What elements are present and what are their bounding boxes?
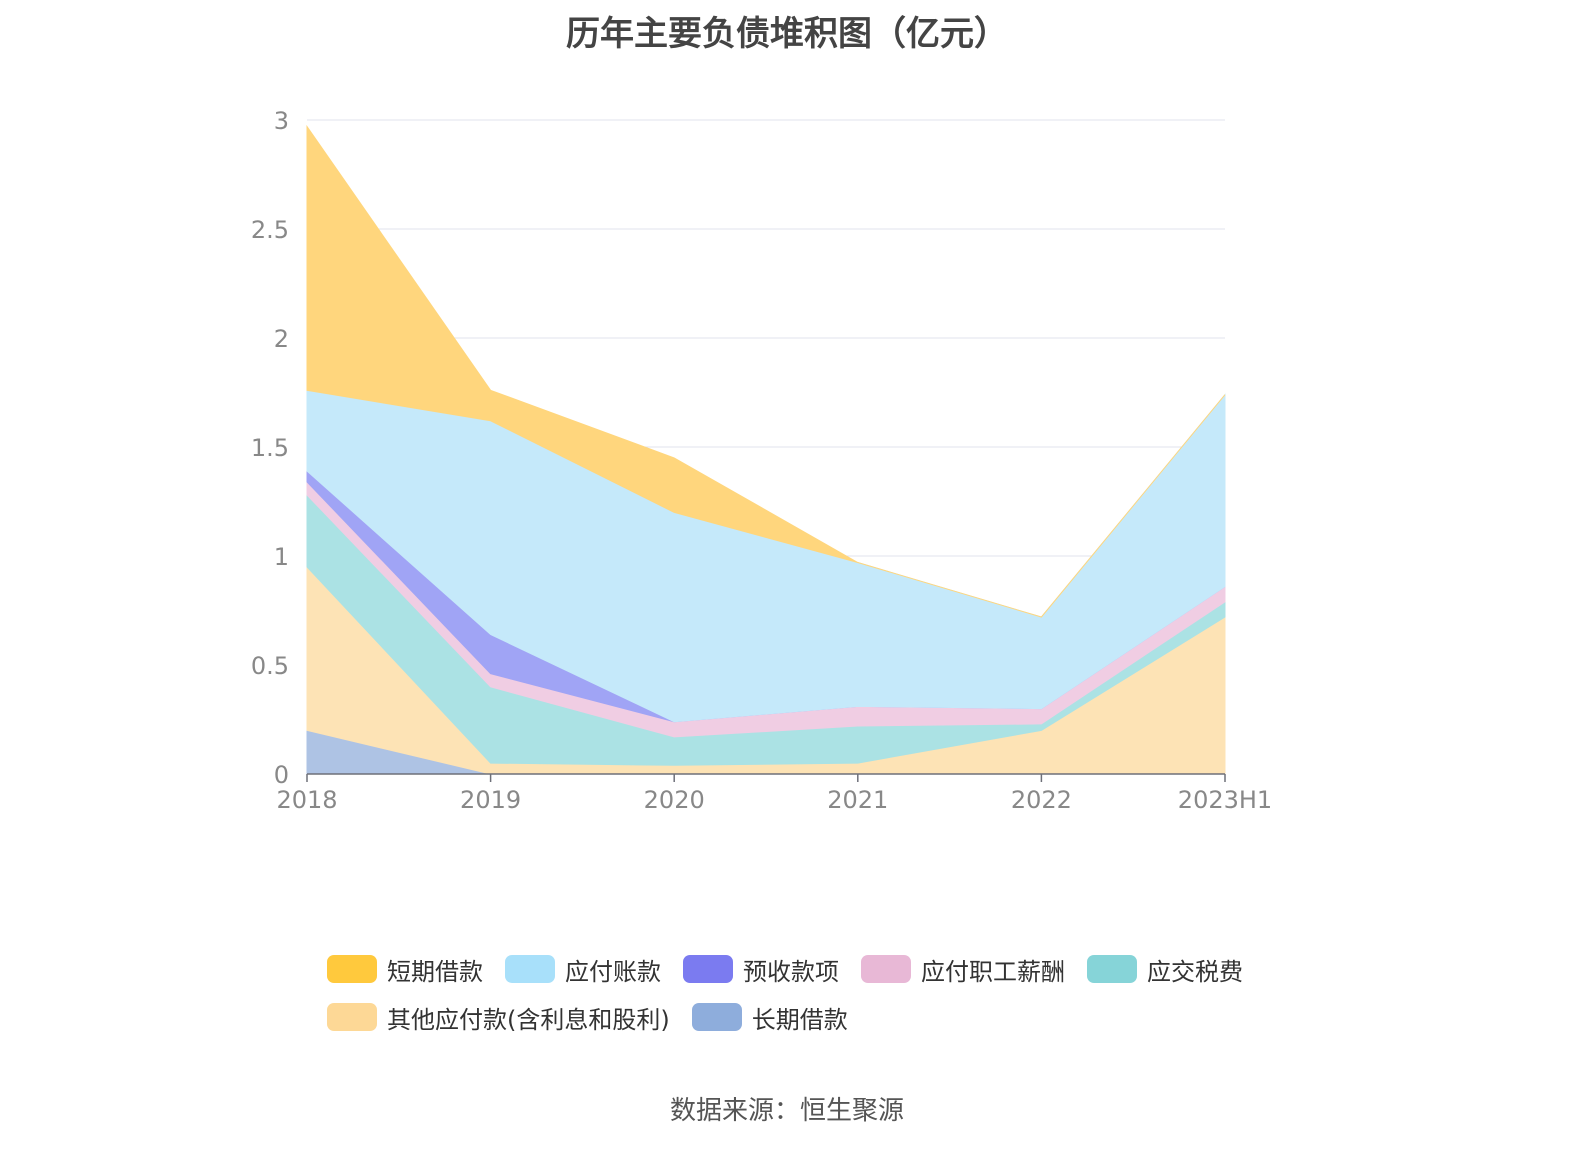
- y-tick-label: 2: [274, 325, 289, 353]
- x-tick-label: 2022: [1011, 786, 1072, 814]
- legend-item-advance-receipts[interactable]: 预收款项: [683, 952, 839, 987]
- source-note: 数据来源：恒生聚源: [669, 1096, 904, 1126]
- x-tick-label: 2021: [827, 786, 888, 814]
- legend-label: 应交税费: [1147, 957, 1243, 986]
- area-series[interactable]: [306, 124, 1226, 618]
- legend: 短期借款 应付账款 预收款项 应付职工薪酬 应交税费 其他应付款(含利息和股利)…: [327, 945, 1287, 1041]
- legend-swatch: [505, 955, 555, 983]
- x-tick-label: 2019: [460, 786, 521, 814]
- y-tick-label: 0: [274, 761, 289, 789]
- legend-item-taxes-payable[interactable]: 应交税费: [1087, 952, 1243, 987]
- chart-title: 历年主要负债堆积图（亿元）: [566, 14, 1008, 54]
- legend-item-accounts-payable[interactable]: 应付账款: [505, 952, 661, 987]
- legend-swatch: [327, 1003, 377, 1031]
- y-tick-label: 0.5: [251, 652, 289, 680]
- legend-label: 预收款项: [743, 957, 839, 986]
- legend-label: 短期借款: [387, 957, 483, 986]
- legend-row-1: 短期借款 应付账款 预收款项 应付职工薪酬 应交税费: [327, 945, 1287, 993]
- legend-item-short-term-loans[interactable]: 短期借款: [327, 952, 483, 987]
- legend-item-employee-pay[interactable]: 应付职工薪酬: [861, 952, 1065, 987]
- y-tick-label: 1.5: [251, 434, 289, 462]
- legend-label: 其他应付款(含利息和股利): [387, 1005, 670, 1034]
- y-tick-label: 3: [274, 107, 289, 135]
- y-tick-label: 1: [274, 543, 289, 571]
- legend-item-other-payables[interactable]: 其他应付款(含利息和股利): [327, 1000, 670, 1035]
- legend-swatch: [327, 955, 377, 983]
- legend-label: 应付职工薪酬: [921, 957, 1065, 986]
- legend-item-long-term-loans[interactable]: 长期借款: [691, 1000, 848, 1035]
- legend-swatch: [683, 955, 733, 983]
- legend-row-2: 其他应付款(含利息和股利) 长期借款: [327, 993, 1287, 1041]
- legend-swatch: [1087, 955, 1137, 983]
- x-tick-label: 2023H1: [1178, 786, 1272, 814]
- legend-label: 应付账款: [565, 957, 661, 986]
- y-tick-label: 2.5: [251, 216, 289, 244]
- legend-label: 长期借款: [751, 1005, 848, 1034]
- x-tick-label: 2018: [276, 786, 337, 814]
- legend-swatch: [861, 955, 911, 983]
- x-tick-label: 2020: [644, 786, 705, 814]
- legend-swatch: [691, 1003, 742, 1031]
